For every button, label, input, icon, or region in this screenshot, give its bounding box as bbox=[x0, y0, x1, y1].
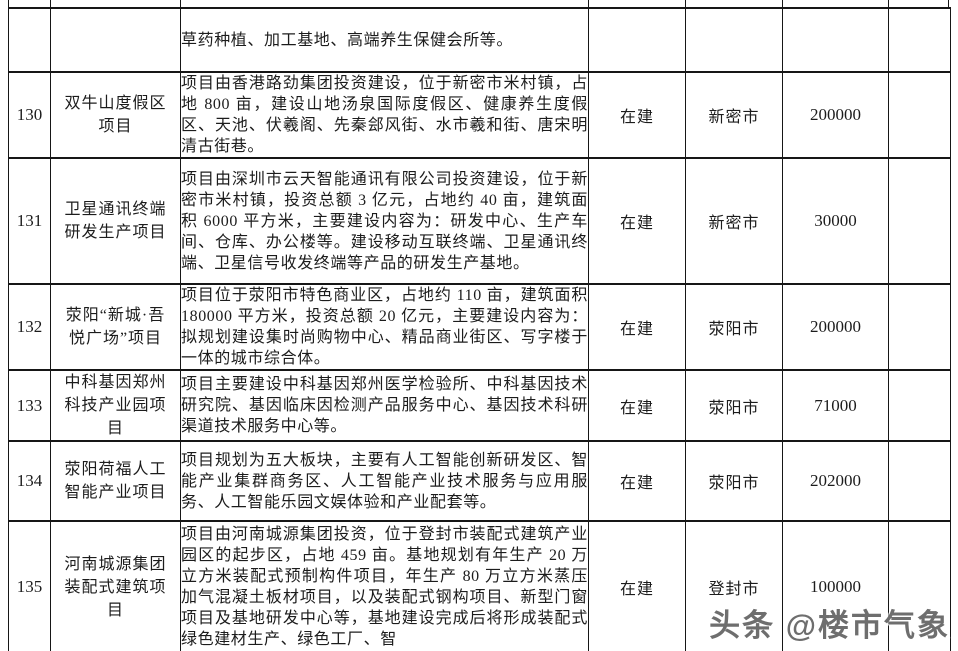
table-row: 135 河南城源集团 装配式建筑项 目 项目由河南城源集团投资，位于登封市装配式… bbox=[8, 520, 951, 651]
extra-cell bbox=[888, 520, 951, 651]
project-description-cell: 项目规划为五大板块，主要有人工智能创新研发区、智能产业集群商务区、人工智能产业技… bbox=[180, 440, 589, 522]
table-row: 130 双牛山度假区 项目 项目由香港路劲集团投资建设，位于新密市米村镇，占地 … bbox=[8, 71, 951, 159]
column-border-stub bbox=[180, 0, 181, 8]
project-name-cell: 卫星通讯终端 研发生产项目 bbox=[50, 157, 181, 285]
toutiao-watermark: 头条 @楼市气象 bbox=[709, 608, 950, 643]
row-number-cell: 133 bbox=[8, 369, 51, 442]
column-border-stub bbox=[888, 0, 889, 8]
project-name-cell: 荥阳荷福人工 智能产业项目 bbox=[50, 440, 181, 522]
projects-table: 草药种植、加工基地、高端养生保健会所等。 130 双牛山度假区 项目 项目由香港… bbox=[8, 7, 951, 651]
project-name-cell: 双牛山度假区 项目 bbox=[50, 71, 181, 159]
extra-cell bbox=[888, 157, 951, 285]
column-border-stub bbox=[782, 0, 783, 8]
extra-cell bbox=[888, 369, 951, 442]
project-description-cell: 项目位于荥阳市特色商业区，占地约 110 亩，建筑面积 180000 平方米，投… bbox=[180, 283, 589, 371]
amount-cell: 202000 bbox=[782, 440, 889, 522]
project-description-cell: 项目由香港路劲集团投资建设，位于新密市米村镇，占地 800 亩，建设山地汤泉国际… bbox=[180, 71, 589, 159]
row-number-cell: 131 bbox=[8, 157, 51, 285]
row-number-cell: 130 bbox=[8, 71, 51, 159]
table-row: 131 卫星通讯终端 研发生产项目 项目由深圳市云天智能通讯有限公司投资建设，位… bbox=[8, 157, 951, 285]
status-cell: 在建 bbox=[588, 440, 686, 522]
row-number-cell bbox=[8, 7, 51, 73]
amount-cell bbox=[782, 7, 889, 73]
status-cell bbox=[588, 7, 686, 73]
city-cell: 新密市 bbox=[685, 71, 783, 159]
city-cell: 登封市 bbox=[685, 520, 783, 651]
city-cell bbox=[685, 7, 783, 73]
extra-cell bbox=[888, 71, 951, 159]
project-name-cell bbox=[50, 7, 181, 73]
table-row: 134 荥阳荷福人工 智能产业项目 项目规划为五大板块，主要有人工智能创新研发区… bbox=[8, 440, 951, 522]
table-row-partial: 草药种植、加工基地、高端养生保健会所等。 bbox=[8, 7, 951, 73]
table-row: 133 中科基因郑州 科技产业园项 目 项目主要建设中科基因郑州医学检验所、中科… bbox=[8, 369, 951, 442]
status-cell: 在建 bbox=[588, 520, 686, 651]
column-border-stub bbox=[685, 0, 686, 8]
column-border-stub bbox=[588, 0, 589, 8]
status-cell: 在建 bbox=[588, 71, 686, 159]
city-cell: 荥阳市 bbox=[685, 369, 783, 442]
extra-cell bbox=[888, 440, 951, 522]
project-name-cell: 中科基因郑州 科技产业园项 目 bbox=[50, 369, 181, 442]
status-cell: 在建 bbox=[588, 157, 686, 285]
column-border-stub bbox=[8, 0, 9, 8]
city-cell: 新密市 bbox=[685, 157, 783, 285]
row-number-cell: 135 bbox=[8, 520, 51, 651]
project-description-cell: 草药种植、加工基地、高端养生保健会所等。 bbox=[180, 7, 589, 73]
project-description-cell: 项目主要建设中科基因郑州医学检验所、中科基因技术研究院、基因临床因检测产品服务中… bbox=[180, 369, 589, 442]
status-cell: 在建 bbox=[588, 369, 686, 442]
status-cell: 在建 bbox=[588, 283, 686, 371]
project-description-cell: 项目由深圳市云天智能通讯有限公司投资建设，位于新密市米村镇，投资总额 3 亿元，… bbox=[180, 157, 589, 285]
table-row: 132 荥阳“新城·吾 悦广场”项目 项目位于荥阳市特色商业区，占地约 110 … bbox=[8, 283, 951, 371]
project-name-cell: 河南城源集团 装配式建筑项 目 bbox=[50, 520, 181, 651]
amount-cell: 200000 bbox=[782, 283, 889, 371]
row-number-cell: 134 bbox=[8, 440, 51, 522]
extra-cell bbox=[888, 7, 951, 73]
project-description-cell: 项目由河南城源集团投资，位于登封市装配式建筑产业园区的起步区，占地 459 亩。… bbox=[180, 520, 589, 651]
row-number-cell: 132 bbox=[8, 283, 51, 371]
amount-cell: 71000 bbox=[782, 369, 889, 442]
city-cell: 荥阳市 bbox=[685, 440, 783, 522]
amount-cell: 100000 bbox=[782, 520, 889, 651]
project-name-cell: 荥阳“新城·吾 悦广场”项目 bbox=[50, 283, 181, 371]
city-cell: 荥阳市 bbox=[685, 283, 783, 371]
column-border-stub bbox=[948, 0, 949, 8]
column-border-stub bbox=[50, 0, 51, 8]
amount-cell: 200000 bbox=[782, 71, 889, 159]
amount-cell: 30000 bbox=[782, 157, 889, 285]
extra-cell bbox=[888, 283, 951, 371]
